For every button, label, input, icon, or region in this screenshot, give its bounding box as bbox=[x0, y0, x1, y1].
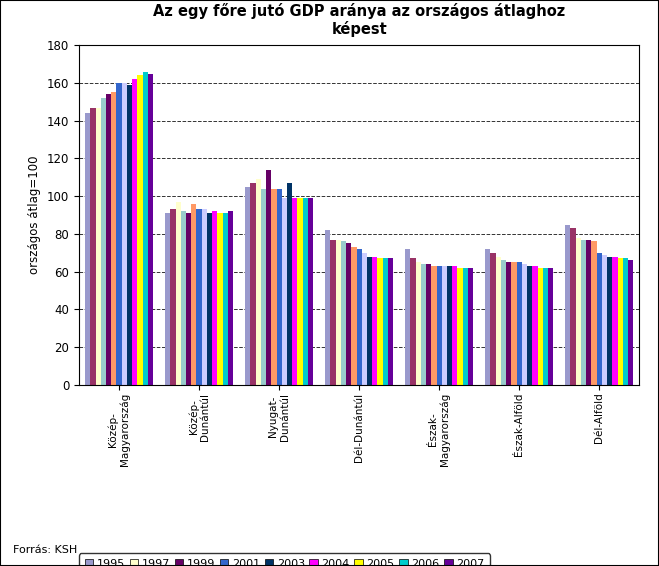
Bar bbox=[228, 211, 233, 385]
Bar bbox=[388, 259, 393, 385]
Title: Az egy főre jutó GDP aránya az országos átlaghoz
képest: Az egy főre jutó GDP aránya az országos … bbox=[153, 3, 565, 37]
Bar bbox=[416, 262, 421, 385]
Bar bbox=[367, 256, 372, 385]
Bar bbox=[308, 198, 313, 385]
Bar bbox=[101, 98, 106, 385]
Bar bbox=[256, 179, 261, 385]
Bar bbox=[261, 188, 266, 385]
Bar bbox=[612, 256, 617, 385]
Bar bbox=[602, 255, 607, 385]
Y-axis label: országos átlag=100: országos átlag=100 bbox=[28, 156, 42, 275]
Bar bbox=[571, 228, 576, 385]
Bar bbox=[351, 247, 357, 385]
Bar bbox=[132, 79, 138, 385]
Bar bbox=[543, 268, 548, 385]
Bar bbox=[581, 239, 586, 385]
Bar bbox=[538, 268, 543, 385]
Bar bbox=[452, 266, 457, 385]
Bar bbox=[202, 209, 207, 385]
Bar bbox=[175, 202, 181, 385]
Bar bbox=[287, 183, 292, 385]
Bar bbox=[485, 249, 490, 385]
Bar bbox=[186, 213, 191, 385]
Text: Forrás: KSH: Forrás: KSH bbox=[13, 544, 77, 555]
Bar bbox=[302, 198, 308, 385]
Bar bbox=[432, 266, 436, 385]
Bar bbox=[442, 266, 447, 385]
Bar bbox=[127, 85, 132, 385]
Bar bbox=[292, 198, 297, 385]
Bar bbox=[117, 83, 122, 385]
Bar bbox=[191, 204, 196, 385]
Bar bbox=[490, 253, 496, 385]
Bar bbox=[463, 268, 468, 385]
Bar bbox=[272, 188, 277, 385]
Bar bbox=[362, 253, 367, 385]
Bar bbox=[501, 260, 506, 385]
Bar bbox=[468, 268, 473, 385]
Bar bbox=[565, 225, 571, 385]
Bar bbox=[628, 260, 633, 385]
Bar bbox=[138, 75, 142, 385]
Bar bbox=[106, 95, 111, 385]
Bar bbox=[548, 268, 553, 385]
Bar bbox=[181, 211, 186, 385]
Bar bbox=[266, 170, 272, 385]
Bar bbox=[122, 83, 127, 385]
Bar bbox=[277, 188, 282, 385]
Bar bbox=[607, 256, 612, 385]
Bar bbox=[517, 262, 522, 385]
Bar bbox=[196, 209, 202, 385]
Bar bbox=[511, 262, 517, 385]
Bar bbox=[522, 264, 527, 385]
Bar bbox=[142, 72, 148, 385]
Bar bbox=[330, 239, 335, 385]
Bar bbox=[90, 108, 96, 385]
Bar bbox=[165, 213, 170, 385]
Legend: 1995, 1996, 1997, 1998, 1999, 2000, 2001, 2002, 2003, 2004, 2005, 2006, 2007: 1995, 1996, 1997, 1998, 1999, 2000, 2001… bbox=[79, 554, 490, 566]
Bar bbox=[217, 213, 223, 385]
Bar bbox=[325, 230, 330, 385]
Bar bbox=[212, 211, 217, 385]
Bar bbox=[532, 266, 538, 385]
Bar bbox=[623, 259, 628, 385]
Bar bbox=[207, 213, 212, 385]
Bar bbox=[170, 209, 175, 385]
Bar bbox=[85, 113, 90, 385]
Bar bbox=[591, 242, 596, 385]
Bar bbox=[506, 262, 511, 385]
Bar bbox=[282, 198, 287, 385]
Bar bbox=[426, 264, 432, 385]
Bar bbox=[357, 249, 362, 385]
Bar bbox=[496, 256, 501, 385]
Bar bbox=[576, 238, 581, 385]
Bar bbox=[586, 239, 591, 385]
Bar bbox=[596, 253, 602, 385]
Bar bbox=[447, 266, 452, 385]
Bar bbox=[617, 259, 623, 385]
Bar bbox=[411, 259, 416, 385]
Bar bbox=[245, 187, 250, 385]
Bar bbox=[372, 256, 378, 385]
Bar bbox=[250, 183, 256, 385]
Bar bbox=[111, 92, 117, 385]
Bar bbox=[436, 266, 442, 385]
Bar bbox=[378, 259, 383, 385]
Bar bbox=[335, 239, 341, 385]
Bar bbox=[457, 268, 463, 385]
Bar bbox=[96, 108, 101, 385]
Bar bbox=[346, 243, 351, 385]
Bar bbox=[421, 264, 426, 385]
Bar bbox=[148, 74, 153, 385]
Bar bbox=[383, 259, 388, 385]
Bar bbox=[297, 198, 302, 385]
Bar bbox=[405, 249, 411, 385]
Bar bbox=[341, 242, 346, 385]
Bar bbox=[223, 213, 228, 385]
Bar bbox=[527, 266, 532, 385]
